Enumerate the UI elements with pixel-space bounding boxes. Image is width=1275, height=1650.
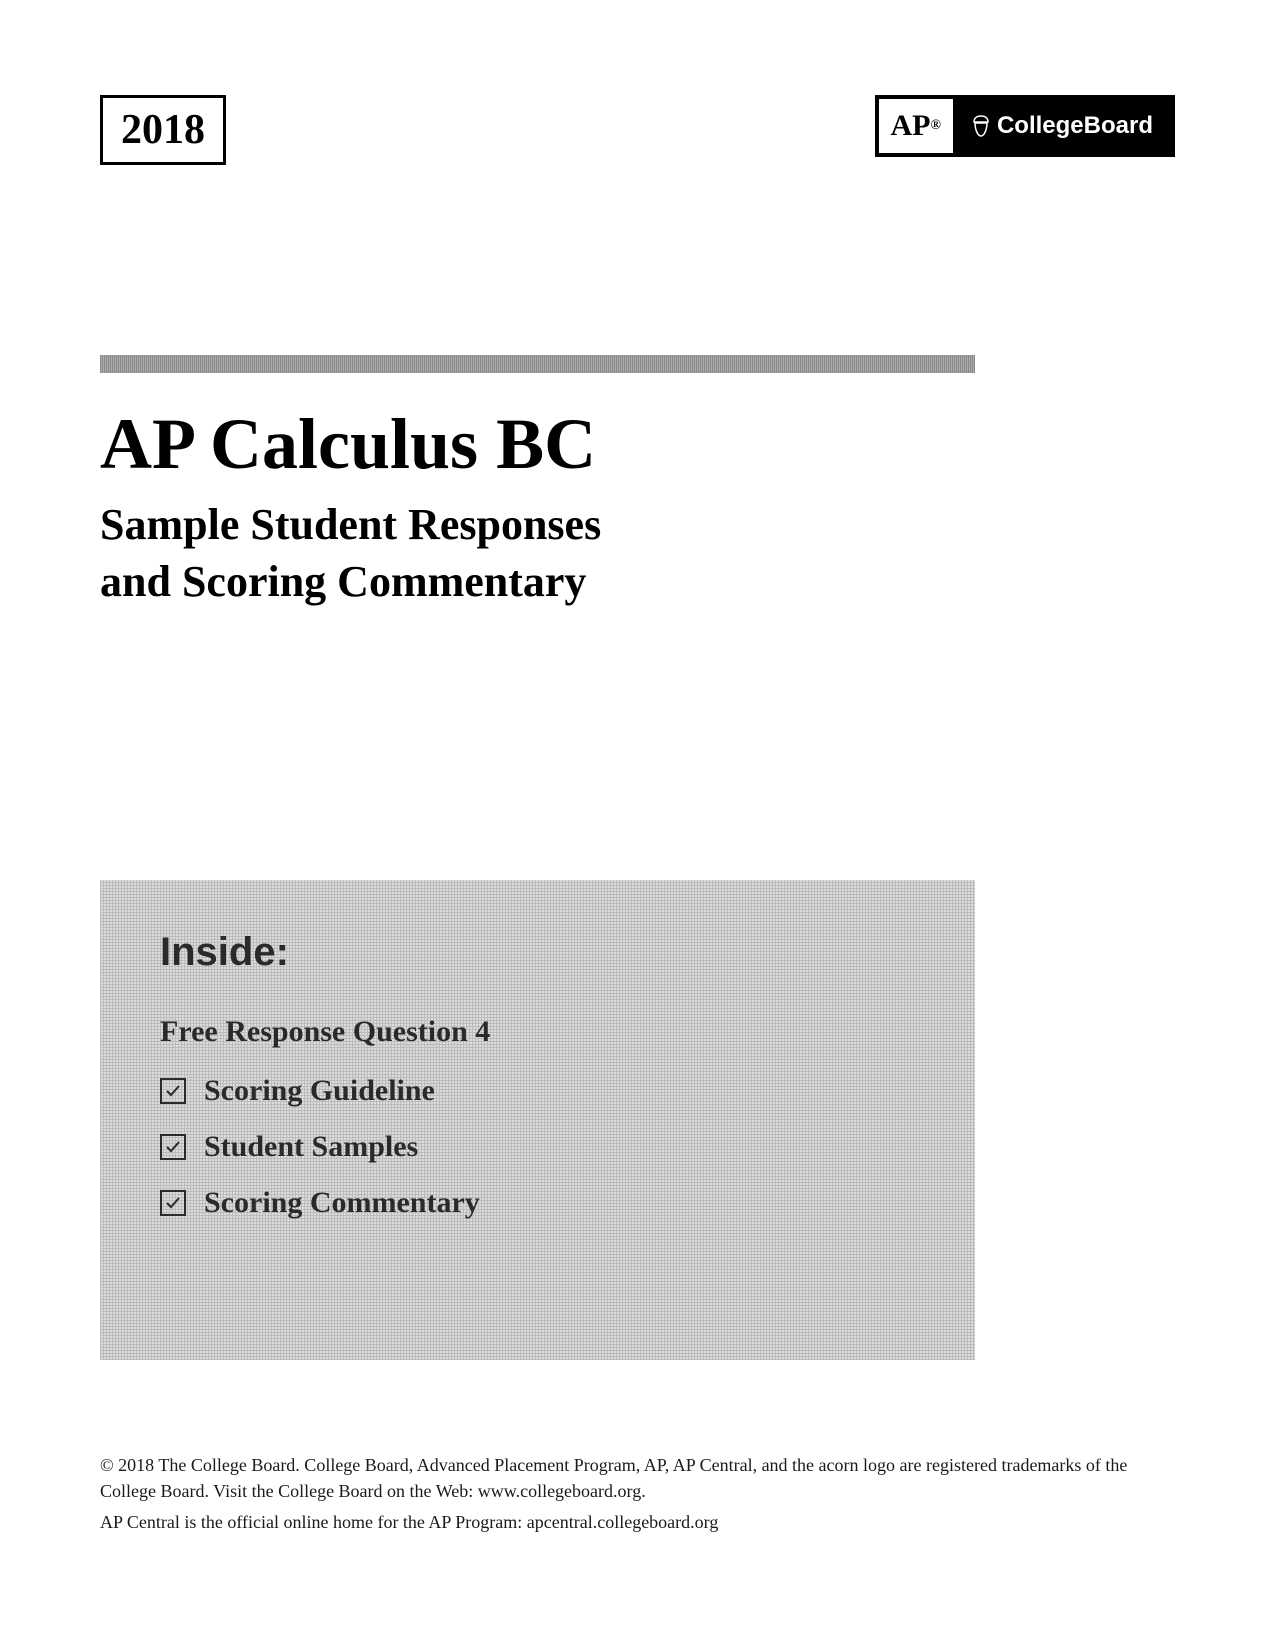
year-text: 2018 — [121, 107, 205, 153]
inside-item: Scoring Guideline — [160, 1074, 915, 1108]
inside-item: Student Samples — [160, 1130, 915, 1164]
collegeboard-label: CollegeBoard — [997, 112, 1153, 140]
ap-badge: AP® — [879, 99, 953, 153]
subtitle-line1: Sample Student Responses — [100, 496, 1175, 553]
inside-heading: Inside: — [160, 930, 915, 975]
subtitle-line2: and Scoring Commentary — [100, 553, 1175, 610]
divider-bar — [100, 355, 975, 373]
checkbox-icon — [160, 1190, 186, 1216]
inside-item-label: Scoring Guideline — [204, 1074, 435, 1108]
inside-item-label: Scoring Commentary — [204, 1186, 480, 1220]
footer-line2: AP Central is the official online home f… — [100, 1510, 1175, 1535]
acorn-icon — [971, 114, 991, 138]
logo-container: AP® CollegeBoard — [875, 95, 1176, 157]
footer: © 2018 The College Board. College Board,… — [100, 1453, 1175, 1535]
registered-mark: ® — [931, 118, 941, 134]
ap-label: AP — [891, 109, 931, 143]
main-title: AP Calculus BC — [100, 403, 1175, 486]
inside-subheading: Free Response Question 4 — [160, 1015, 915, 1049]
header-row: 2018 AP® CollegeBoard — [100, 95, 1175, 165]
inside-item: Scoring Commentary — [160, 1186, 915, 1220]
checkbox-icon — [160, 1134, 186, 1160]
footer-line1: © 2018 The College Board. College Board,… — [100, 1453, 1175, 1503]
checkbox-icon — [160, 1078, 186, 1104]
year-box: 2018 — [100, 95, 226, 165]
inside-box: Inside: Free Response Question 4 Scoring… — [100, 880, 975, 1360]
subtitle: Sample Student Responses and Scoring Com… — [100, 496, 1175, 610]
collegeboard-badge: CollegeBoard — [953, 99, 1171, 153]
inside-item-label: Student Samples — [204, 1130, 418, 1164]
